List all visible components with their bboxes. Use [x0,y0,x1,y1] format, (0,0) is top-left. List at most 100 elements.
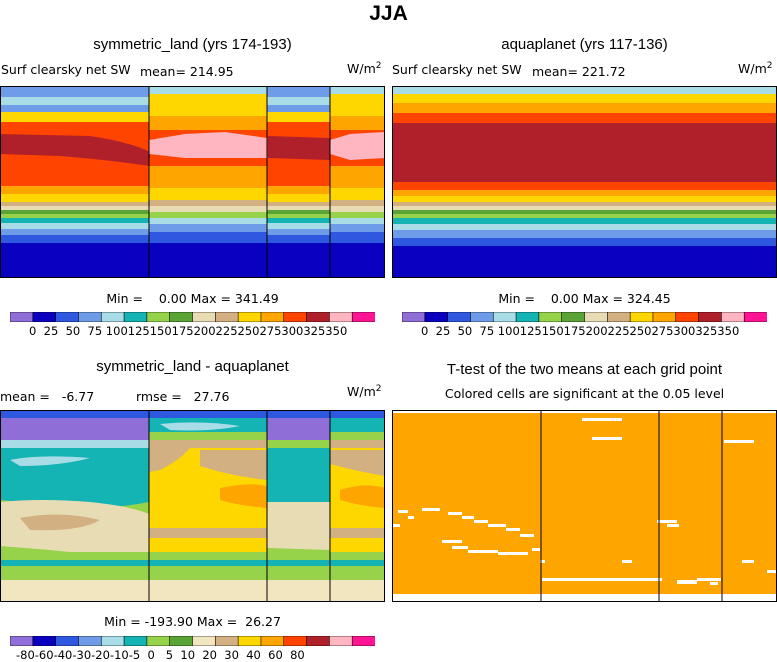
p2-band-f [392,190,777,196]
p2-band-o [392,238,777,246]
panel3-colorbar-swatch-3 [78,636,102,646]
panel1-colorbar-swatch-7 [169,312,194,322]
panel2-colorbar-swatch-12 [675,312,700,322]
p3-ocean-tan-dark [20,514,100,531]
panel3-colorbar-swatch-11 [260,636,285,646]
panel2-colorbar-swatch-4 [492,312,517,322]
p2-band-a [392,86,777,94]
panel3-colorbar-swatch-0 [10,636,34,646]
panel2-units: W/m2 [738,61,773,77]
panel1-colorbar-swatch-5 [123,312,148,322]
panel2-variable: Surf clearsky net SW [392,62,522,77]
panel3-minmax: Min = -193.90 Max = 26.27 [104,614,281,629]
panel2-colorbar-swatch-0 [402,312,426,322]
p2-band-c [392,103,777,113]
panel3-colorbar-swatch-6 [146,636,171,646]
panel3-colorbar-swatch-10 [237,636,262,646]
panel2-colorbar-swatch-15 [743,312,767,322]
p1-band-polar-s [0,243,385,278]
p3-ocean-light [0,440,149,448]
p2-band-m [392,224,777,230]
panel2-colorbar-labels: 0 25 50 75 10012515017520022525027530032… [421,324,740,338]
p3-ocean-teal-2 [267,448,330,502]
panel1-variable: Surf clearsky net SW [1,62,131,77]
panel3-mean: mean = -6.77 [0,389,95,404]
panel1-colorbar-swatch-3 [78,312,102,322]
p1-continent-2 [330,86,385,242]
panel3-colorbar-labels: -80-60-40-30-20-10-5 0 5 10 20 30 40 60 … [16,648,305,662]
p3-ocean-teal [0,448,149,508]
p3-band-teal-s [0,560,385,566]
p1-frame [0,86,385,278]
panel2-colorbar-swatch-6 [538,312,563,322]
panel2-colorbar-swatch-11 [652,312,677,322]
p3-band-polar-s [0,580,385,602]
panel2-mean: mean= 221.72 [532,64,626,79]
panel4-subtitle: Colored cells are significant at the 0.0… [444,386,725,401]
panel1-title: symmetric_land (yrs 174-193) [93,36,292,53]
panel2-colorbar-swatch-10 [629,312,654,322]
panel1-map [0,86,385,278]
panel2-map [392,86,777,278]
panel3-colorbar-swatch-8 [192,636,216,646]
p2-band-d [392,113,777,123]
panel1-colorbar-swatch-13 [306,312,330,322]
p4-nonsig-cells [392,418,777,585]
panel4-title: T-test of the two means at each grid poi… [446,361,723,378]
panel1-mean: mean= 214.95 [140,64,234,79]
panel3-title: symmetric_land - aquaplanet [96,358,289,375]
p2-band-k [392,214,777,218]
panel2-colorbar-swatch-14 [721,312,745,322]
panel1-colorbar [10,312,375,322]
p3-ocean-n1 [0,410,385,418]
panel2-colorbar-swatch-3 [470,312,494,322]
panel3-colorbar-swatch-5 [123,636,148,646]
p2-band-n [392,230,777,238]
p4-significant-field [392,410,777,602]
p2-band-g [392,196,777,202]
p3-ocean-patch [10,456,90,466]
panel3-colorbar-swatch-1 [32,636,57,646]
panel2-colorbar-swatch-5 [515,312,540,322]
panel1-colorbar-swatch-8 [192,312,216,322]
panel1-colorbar-swatch-10 [237,312,262,322]
p2-band-i [392,206,777,210]
p3-ocean-purple-2 [267,418,330,440]
p4-nonsig-bottom [392,594,777,602]
panel1-colorbar-labels: 0 25 50 75 10012515017520022525027530032… [29,324,348,338]
panel2-colorbar-swatch-7 [561,312,586,322]
panel1-colorbar-swatch-9 [215,312,239,322]
p3-ocean-tan-2 [267,502,330,550]
p1-band-max-mid [268,136,330,160]
p1-band-max-left [0,134,150,166]
p3-band-green-s [0,566,385,580]
panel3-colorbar-swatch-9 [215,636,239,646]
panel2-colorbar-swatch-9 [607,312,631,322]
panel3-colorbar-swatch-7 [169,636,194,646]
panel1-minmax: Min = 0.00 Max = 341.49 [106,291,279,306]
panel1-colorbar-swatch-1 [32,312,57,322]
p3-continent-2 [330,418,385,552]
panel1-colorbar-swatch-11 [260,312,285,322]
panel2-title: aquaplanet (yrs 117-136) [501,36,668,53]
panel2-minmax: Min = 0.00 Max = 324.45 [498,291,671,306]
p3-ocean-purple-1 [0,418,149,440]
panel4-map [392,410,777,602]
figure-title: JJA [369,2,408,25]
panel1-colorbar-swatch-4 [100,312,125,322]
panel2-colorbar-swatch-2 [447,312,472,322]
panel3-colorbar-swatch-14 [329,636,353,646]
panel2-colorbar-swatch-8 [584,312,608,322]
panel3-colorbar [10,636,375,646]
panel3-units: W/m2 [347,384,382,400]
panel2-colorbar-swatch-1 [424,312,449,322]
panel3-rmse: rmse = 27.76 [136,389,230,404]
panel3-colorbar-swatch-15 [351,636,375,646]
p3-band-green [0,552,385,560]
p2-band-max [392,123,777,182]
panel1-colorbar-swatch-6 [146,312,171,322]
panel3-colorbar-swatch-4 [100,636,125,646]
p2-band-polar-s [392,246,777,278]
panel1-colorbar-swatch-14 [329,312,353,322]
